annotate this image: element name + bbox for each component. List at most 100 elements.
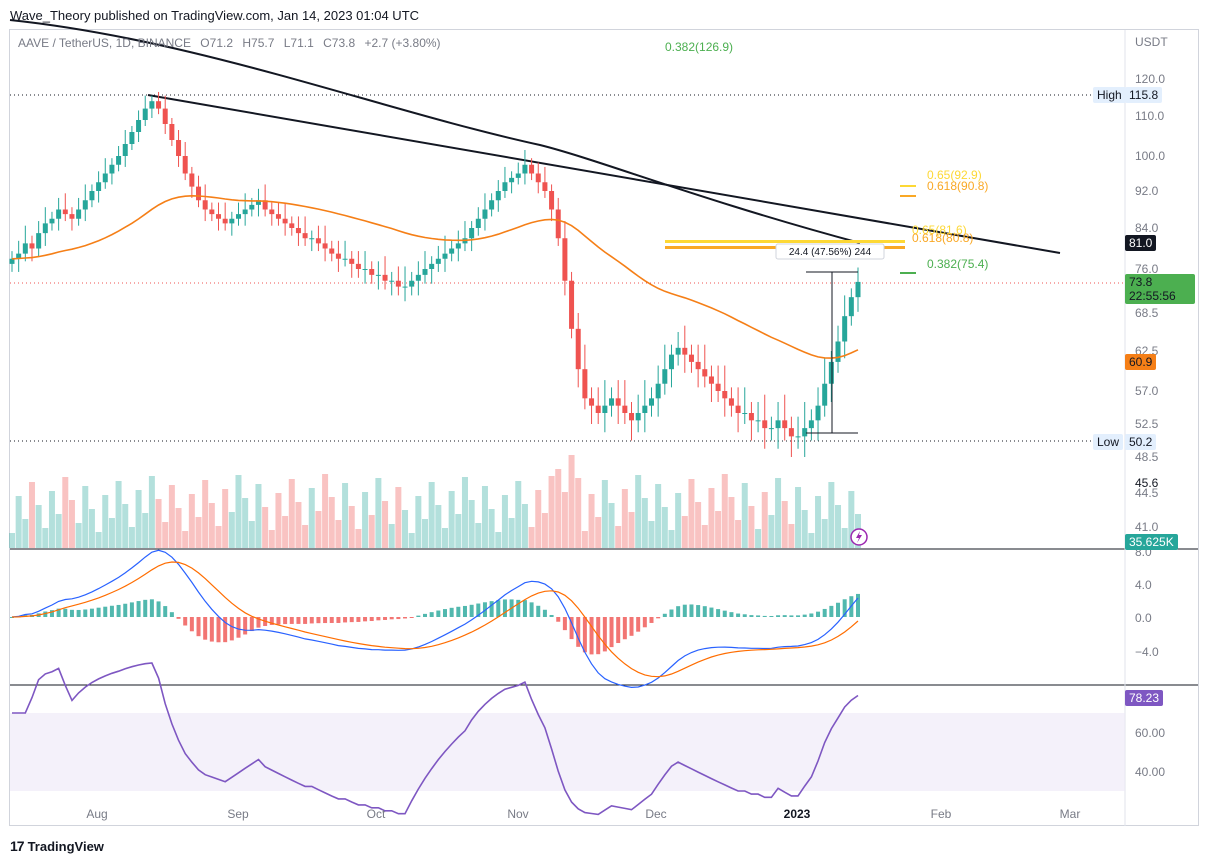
candle-body (322, 243, 328, 249)
volume-bar (435, 505, 442, 548)
candle-body (622, 405, 628, 413)
high-value: 75.7 (251, 36, 275, 50)
candle-body (715, 383, 721, 391)
macd-histogram-bar (183, 617, 188, 626)
macd-histogram-bar (629, 617, 634, 636)
macd-histogram-bar (303, 617, 308, 624)
volume-bar (328, 497, 335, 548)
volume-bar (561, 492, 568, 548)
candle-body (695, 361, 701, 370)
candle-body (349, 258, 355, 264)
low-tag: Low (1093, 434, 1124, 450)
publish-info: Wave_Theory published on TradingView.com… (10, 8, 420, 23)
volume-bar (348, 506, 355, 548)
candle-body (542, 182, 548, 191)
volume-bar (42, 528, 49, 548)
volume-bar (475, 523, 482, 548)
macd-histogram-bar (742, 614, 747, 617)
volume-bar (308, 488, 315, 548)
candle-body (255, 200, 261, 205)
candle-body (702, 369, 708, 377)
volume-bar (835, 505, 842, 548)
macd-histogram-bar (556, 617, 561, 622)
price-tick: 76.0 (1135, 262, 1159, 276)
price-tick: 52.5 (1135, 417, 1159, 431)
volume-bar (515, 481, 522, 548)
price-tick: 100.0 (1135, 149, 1165, 163)
macd-histogram-bar (329, 617, 334, 623)
macd-histogram-bar (416, 615, 421, 617)
candle-body (49, 218, 55, 224)
candle-body (449, 248, 455, 254)
volume-bar (375, 478, 382, 548)
volume-bar (22, 519, 29, 548)
volume-bar (741, 483, 748, 548)
price-tick: 120.0 (1135, 72, 1165, 86)
candle-body (808, 420, 814, 429)
volume-bar (48, 491, 55, 548)
high-value-tag: 115.8 (1125, 87, 1163, 103)
volume-bar (768, 515, 775, 548)
volume-bar (815, 496, 822, 548)
macd-histogram-bar (69, 609, 74, 617)
volume-bar (128, 527, 135, 548)
candle-body (196, 186, 202, 201)
time-axis[interactable]: Aug Sep Oct Nov Dec 2023 Feb Mar (86, 807, 1080, 821)
macd-histogram-bar (769, 615, 774, 617)
candle-body (495, 191, 501, 201)
volume-bar (461, 477, 468, 548)
candle-body (655, 383, 661, 399)
price-tick: 84.0 (1135, 221, 1159, 235)
volume-bar (675, 493, 682, 548)
volume-bar (808, 533, 815, 548)
volume-bar (721, 474, 728, 548)
candle-body (335, 253, 341, 259)
candle-body (855, 281, 861, 298)
rsi-tick: 40.00 (1135, 765, 1165, 779)
low-value: 71.1 (290, 36, 314, 50)
volume-value-tag: 35.625K (1125, 534, 1178, 550)
volume-bar (88, 509, 95, 548)
candle-body (36, 233, 42, 249)
black-line-value-tag: 81.0 (1125, 235, 1157, 251)
macd-histogram-bar (209, 617, 214, 642)
volume-bar (775, 478, 782, 548)
macd-histogram-bar (436, 610, 441, 617)
volume-bar (302, 525, 309, 548)
macd-histogram-bar (802, 614, 807, 617)
volume-bar (175, 508, 182, 548)
volume-bar (495, 532, 502, 548)
candle-body (509, 177, 515, 183)
macd-histogram-bar (696, 605, 701, 617)
candle-body (429, 263, 435, 269)
candle-body (788, 428, 794, 437)
candle-body (469, 228, 475, 239)
high-label: H (242, 36, 251, 50)
macd-histogram-bar (429, 612, 434, 617)
candle-body (222, 218, 228, 224)
volume-bar (415, 496, 422, 548)
macd-histogram-bar (176, 617, 181, 619)
volume-bar (661, 507, 668, 548)
macd-histogram-bar (836, 602, 841, 617)
volume-bar (695, 502, 702, 548)
candle-body (575, 328, 581, 370)
tradingview-logo-icon: 17 (10, 838, 25, 854)
macd-histogram-bar (856, 593, 860, 617)
volume-bar (162, 522, 169, 548)
volume-bar (362, 492, 369, 548)
price-axis[interactable]: USDT 120.0 110.0 100.0 92.0 84.0 76.0 68… (1135, 35, 1168, 779)
macd-histogram-bar (149, 599, 154, 617)
volume-bar (282, 516, 289, 548)
candle-body (775, 420, 781, 429)
macd-histogram-bar (656, 617, 661, 619)
candle-body (262, 200, 268, 210)
macd-histogram-bar (116, 604, 121, 617)
footer-brand[interactable]: 17 TradingView (10, 838, 104, 854)
candle-body (129, 132, 135, 144)
candle-body (489, 200, 495, 210)
macd-histogram-bar (662, 613, 667, 617)
volume-bar (568, 455, 575, 548)
macd-histogram-bar (223, 617, 228, 643)
